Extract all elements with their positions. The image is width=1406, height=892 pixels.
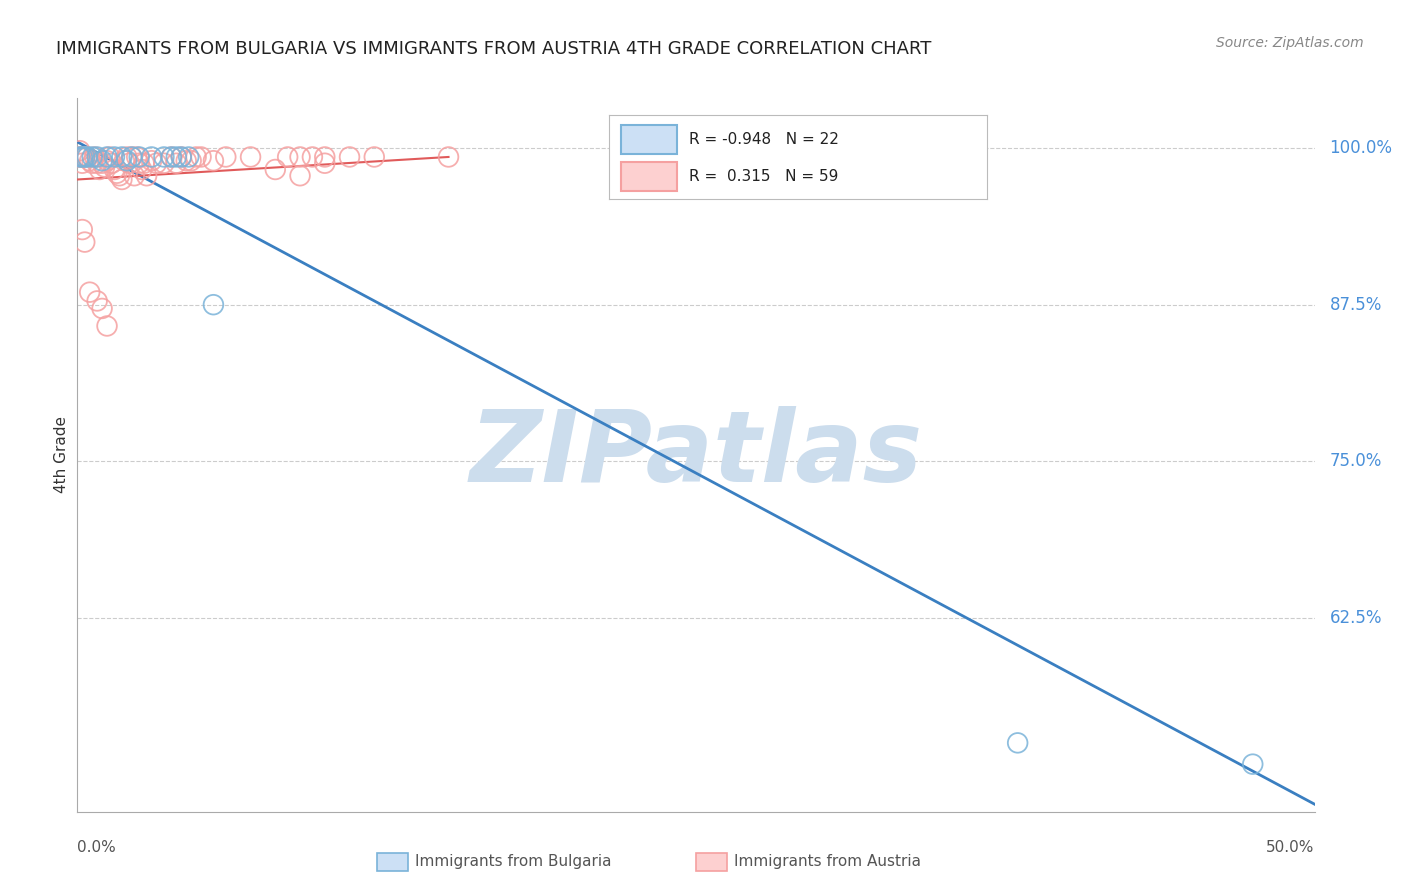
- Point: [89, 162, 111, 177]
- Point: [180, 153, 202, 168]
- Point: [165, 156, 187, 170]
- Point: [141, 150, 163, 164]
- Point: [72, 150, 94, 164]
- Point: [72, 150, 94, 164]
- Point: [1241, 757, 1264, 772]
- Point: [76, 150, 98, 164]
- Point: [67, 150, 90, 164]
- Point: [202, 153, 225, 168]
- Point: [215, 150, 238, 164]
- Point: [121, 150, 143, 164]
- Point: [174, 153, 197, 168]
- Point: [125, 150, 148, 164]
- Point: [153, 156, 176, 170]
- Point: [122, 169, 145, 183]
- Text: Immigrants from Bulgaria: Immigrants from Bulgaria: [415, 855, 612, 869]
- Point: [177, 150, 200, 164]
- Point: [437, 150, 460, 164]
- Point: [128, 156, 150, 170]
- Point: [165, 150, 187, 164]
- Text: Source: ZipAtlas.com: Source: ZipAtlas.com: [1216, 36, 1364, 50]
- Point: [288, 150, 311, 164]
- Point: [86, 293, 108, 308]
- Point: [1007, 736, 1029, 750]
- Point: [96, 153, 118, 168]
- Point: [101, 156, 124, 170]
- Point: [160, 150, 183, 164]
- Point: [112, 153, 135, 168]
- Point: [301, 150, 323, 164]
- Point: [73, 150, 96, 164]
- Point: [160, 150, 183, 164]
- Text: Immigrants from Austria: Immigrants from Austria: [734, 855, 921, 869]
- Point: [103, 150, 125, 164]
- Point: [314, 150, 336, 164]
- Point: [121, 150, 143, 164]
- Point: [70, 150, 93, 164]
- Point: [131, 162, 153, 177]
- Point: [153, 150, 176, 164]
- Point: [363, 150, 385, 164]
- Point: [339, 150, 361, 164]
- Point: [170, 150, 193, 164]
- Point: [118, 156, 141, 170]
- Point: [69, 144, 91, 158]
- Point: [69, 150, 91, 164]
- Point: [72, 156, 94, 170]
- Point: [82, 150, 104, 164]
- Point: [202, 298, 225, 312]
- Point: [264, 162, 287, 177]
- Point: [82, 156, 104, 170]
- Point: [91, 153, 114, 168]
- Point: [111, 150, 134, 164]
- Text: 62.5%: 62.5%: [1330, 608, 1382, 627]
- Point: [76, 150, 98, 164]
- Point: [72, 222, 94, 236]
- Point: [91, 156, 114, 170]
- Point: [145, 156, 167, 170]
- Point: [96, 150, 118, 164]
- Point: [105, 166, 128, 180]
- Text: IMMIGRANTS FROM BULGARIA VS IMMIGRANTS FROM AUSTRIA 4TH GRADE CORRELATION CHART: IMMIGRANTS FROM BULGARIA VS IMMIGRANTS F…: [56, 40, 932, 58]
- Point: [115, 153, 138, 168]
- Text: ZIPatlas: ZIPatlas: [470, 407, 922, 503]
- Point: [83, 150, 105, 164]
- Point: [239, 150, 262, 164]
- Point: [96, 318, 118, 333]
- Point: [73, 235, 96, 249]
- Text: 0.0%: 0.0%: [77, 840, 117, 855]
- Point: [91, 301, 114, 316]
- Point: [190, 150, 212, 164]
- Point: [134, 156, 156, 170]
- Point: [115, 150, 138, 164]
- Point: [103, 162, 125, 177]
- Text: 50.0%: 50.0%: [1267, 840, 1315, 855]
- Point: [141, 153, 163, 168]
- Point: [288, 169, 311, 183]
- Point: [135, 169, 157, 183]
- Point: [98, 150, 121, 164]
- Point: [277, 150, 299, 164]
- Point: [93, 160, 115, 174]
- Point: [86, 156, 108, 170]
- Y-axis label: 4th Grade: 4th Grade: [53, 417, 69, 493]
- Point: [108, 169, 131, 183]
- Text: 75.0%: 75.0%: [1330, 452, 1382, 470]
- Point: [128, 150, 150, 164]
- Point: [111, 172, 134, 186]
- Point: [79, 153, 101, 168]
- Point: [79, 285, 101, 300]
- Point: [73, 150, 96, 164]
- Text: 100.0%: 100.0%: [1330, 139, 1392, 157]
- Point: [170, 150, 193, 164]
- Point: [184, 150, 207, 164]
- Point: [314, 156, 336, 170]
- Text: 87.5%: 87.5%: [1330, 295, 1382, 314]
- Point: [86, 150, 108, 164]
